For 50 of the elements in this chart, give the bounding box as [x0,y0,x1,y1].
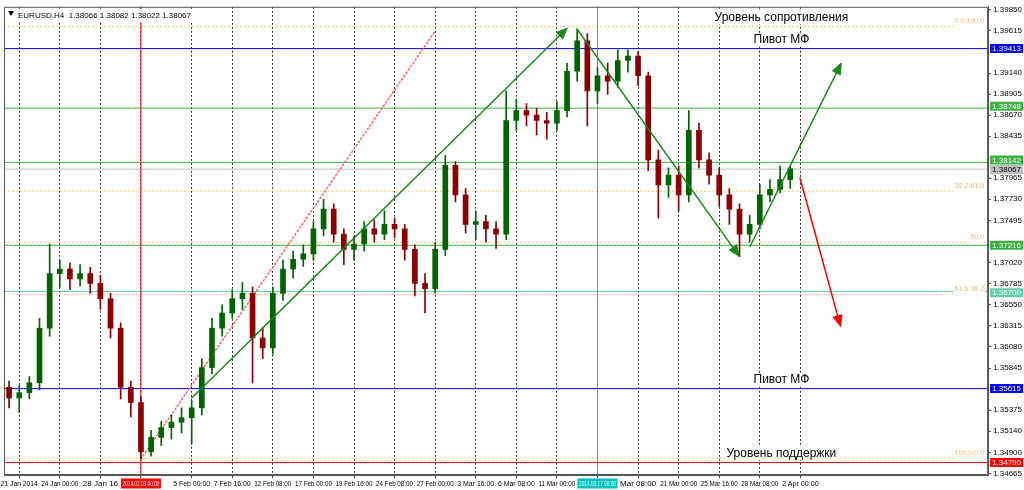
text: EURUSD.H4 1.38066 1.38082 1.38022 1.38067 [18,11,192,20]
annotation: Уровень поддержки [726,445,837,460]
ref-line-label: 1.34790 [992,458,1022,468]
y-tick-label: 1.38435 [993,131,1023,141]
x-tick-label: 27 Feb 00:00 [416,478,454,489]
y-tick-label: 1.37020 [993,258,1023,268]
x-tick-label: 2 Apr 00:00 [782,478,819,489]
y-tick-label: 1.39615 [993,25,1023,35]
ref-line-label: 1.37216 [992,240,1022,250]
y-tick-label: 1.34900 [993,447,1023,457]
x-tick-label: 12 Feb 08:00 [254,478,292,489]
annotation: Пивот МФ [753,31,810,46]
x-tick-label: 3 Mar 16:00 [457,478,495,489]
x-tick-label: Mar 08:00 [620,479,657,489]
x-tick-label: 24 Feb 08:00 [376,478,414,489]
y-tick-label: 1.35140 [993,426,1023,436]
y-tick-label: 1.37495 [993,215,1023,225]
ref-line-label: 1.38748 [992,102,1022,112]
x-tick-label: 28 Mar 08:00 [741,478,779,489]
y-tick-label: 1.37730 [993,194,1023,204]
x-tick-label: 28 Jan 16 [82,479,119,489]
x-tick-label: 7 Feb 16:00 [213,478,251,489]
annotation: Пивот МФ [753,371,810,386]
y-tick-label: 1.38670 [993,110,1023,120]
y-tick-label: 1.39140 [993,68,1023,78]
x-tick-label: 11 Mar 00:00 [538,478,576,489]
ref-line-label: 1.39413 [992,44,1022,54]
y-tick-label: 1.37965 [993,173,1023,183]
x-tick-label: 21 Jan 2014 [0,478,38,489]
x-tick-label: 21 Mar 00:00 [660,478,698,489]
x-tick-label: 6 Mar 08:00 [497,478,535,489]
annotation: Уровень сопротивления [714,10,849,25]
y-tick-label: 1.35845 [993,363,1023,373]
y-tick-label: 1.36550 [993,300,1023,310]
x-tick-label: 5 Feb 00:00 [173,478,211,489]
ref-line-label: 1.35615 [992,384,1022,394]
x-tick-label: 17 Feb 00:00 [294,478,332,489]
y-tick-label: 1.36315 [993,321,1023,331]
ref-line-label: 1.38067 [992,165,1022,175]
y-tick-label: 1.39850 [993,4,1023,14]
y-tick-label: 1.36785 [993,279,1023,289]
y-tick-label: 1.36080 [993,342,1023,352]
x-tick-label: 25 Mar 16:00 [700,478,738,489]
y-tick-label: 1.35375 [993,405,1023,415]
x-tick-label: 19 Feb 16:00 [335,478,373,489]
y-tick-label: 1.38905 [993,89,1023,99]
ref-line-label: 1.38142 [992,155,1022,165]
x-tick-label: 24 Jan 00:00 [41,478,79,489]
ref-line-label: 1.36700 [992,288,1022,298]
y-tick-label: 1.34665 [993,468,1023,478]
